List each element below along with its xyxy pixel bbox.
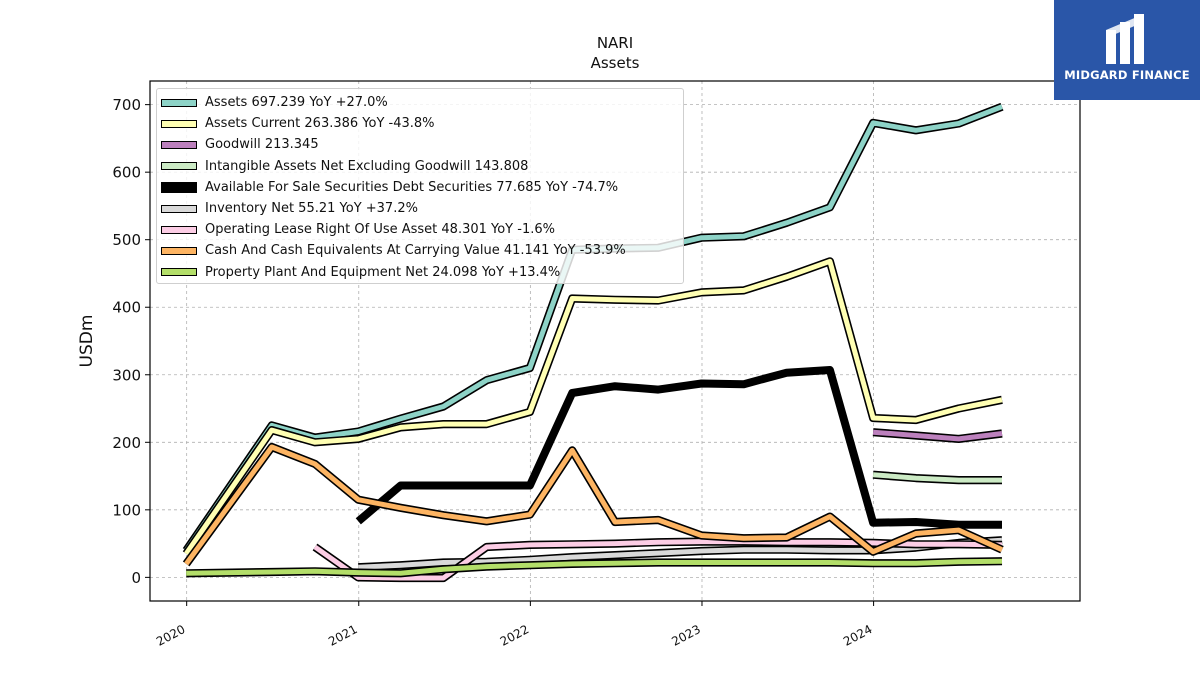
legend-label: Available For Sale Securities Debt Secur…	[205, 179, 619, 195]
legend-entry: Goodwill 213.345	[161, 134, 319, 155]
y-tick-label: 0	[131, 569, 141, 587]
y-tick-label: 700	[112, 96, 141, 114]
legend-swatch	[161, 204, 197, 213]
series-line-intangible-assets-net-excluding-goodwill	[872, 472, 1002, 483]
legend-label: Assets 697.239 YoY +27.0%	[205, 95, 388, 110]
legend-entry: Intangible Assets Net Excluding Goodwill…	[161, 156, 528, 177]
series-line-property-plant-and-equipment-net	[186, 558, 1003, 576]
y-tick-label: 200	[112, 434, 141, 452]
midgard-logo-icon	[1106, 14, 1144, 64]
legend-swatch	[161, 225, 197, 234]
plot-frame	[149, 80, 1081, 602]
legend-entry: Available For Sale Securities Debt Secur…	[161, 177, 618, 198]
legend-label: Operating Lease Right Of Use Asset 48.30…	[205, 222, 555, 238]
legend-entry: Assets Current 263.386 YoY -43.8%	[161, 113, 435, 134]
y-tick-label: 400	[112, 299, 141, 317]
y-tick-label: 600	[112, 164, 141, 182]
series-lines	[182, 102, 1004, 583]
chart-legend: Assets 697.239 YoY +27.0% Assets Current …	[156, 88, 684, 284]
series-line-cash-and-cash-equivalents-at-carrying-value	[184, 444, 1004, 566]
legend-swatch	[161, 268, 197, 277]
x-tick-label: 2023	[669, 622, 703, 649]
y-tick-label: 100	[112, 501, 141, 519]
legend-label: Property Plant And Equipment Net 24.098 …	[205, 264, 561, 280]
y-axis-label: USDm	[77, 315, 97, 368]
chart-subtitle: Assets	[591, 54, 640, 72]
legend-swatch	[161, 246, 197, 255]
y-tick-label: 300	[112, 366, 141, 384]
series-line-available-for-sale-securities-debt-securities	[355, 366, 1002, 529]
legend-label: Intangible Assets Net Excluding Goodwill…	[205, 158, 529, 174]
y-axis-ticks: 0 100 200 300 400 500 600 700	[112, 96, 150, 587]
legend-label: Inventory Net 55.21 YoY +37.2%	[205, 201, 418, 216]
legend-entry: Property Plant And Equipment Net 24.098 …	[161, 262, 560, 283]
x-tick-label: 2024	[841, 622, 875, 649]
y-tick-label: 500	[112, 231, 141, 249]
x-tick-label: 2021	[326, 622, 360, 649]
x-tick-label: 2020	[154, 622, 188, 649]
legend-swatch	[161, 140, 197, 149]
chart-title: NARI	[597, 34, 633, 52]
legend-label: Goodwill 213.345	[205, 137, 319, 153]
legend-swatch	[161, 181, 197, 193]
legend-swatch	[161, 119, 197, 128]
legend-label: Assets Current 263.386 YoY -43.8%	[205, 116, 435, 132]
legend-entry: Inventory Net 55.21 YoY +37.2%	[161, 198, 418, 219]
x-axis-ticks: 2020 2021 2022 2023 2024	[154, 601, 874, 649]
brand-name: MIDGARD FINANCE	[1064, 68, 1190, 82]
series-line-goodwill	[872, 429, 1003, 442]
legend-swatch	[161, 162, 197, 171]
legend-entry: Assets 697.239 YoY +27.0%	[161, 92, 388, 113]
legend-entry: Operating Lease Right Of Use Asset 48.30…	[161, 219, 555, 240]
legend-label: Cash And Cash Equivalents At Carrying Va…	[205, 243, 626, 259]
legend-entry: Cash And Cash Equivalents At Carrying Va…	[161, 240, 626, 261]
x-tick-label: 2022	[498, 622, 532, 649]
series-line-assets-current	[184, 258, 1003, 556]
brand-logo: MIDGARD FINANCE	[1054, 0, 1200, 100]
legend-swatch	[161, 98, 197, 107]
